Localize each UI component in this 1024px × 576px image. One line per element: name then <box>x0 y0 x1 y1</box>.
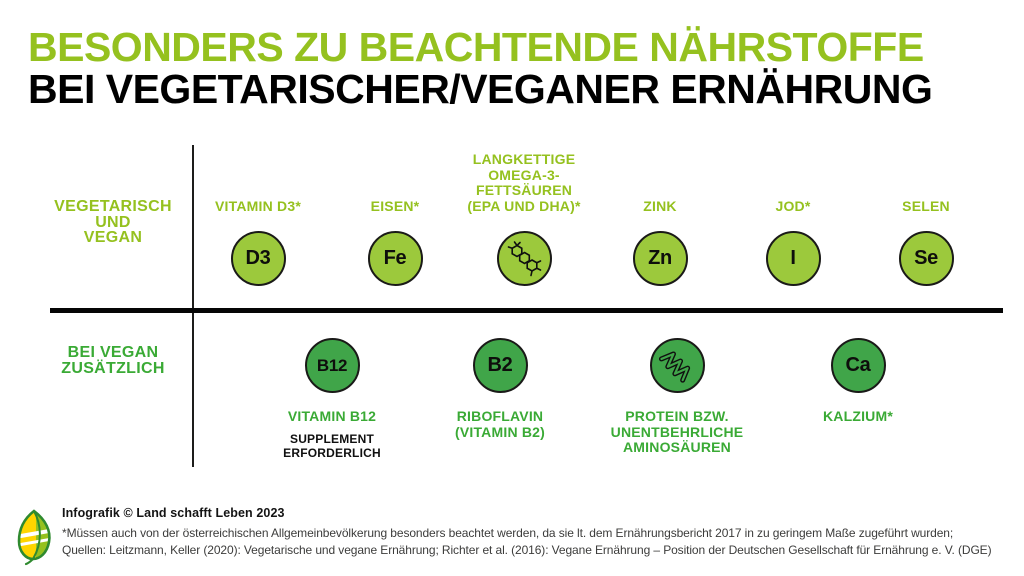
title-line-2: BEI VEGETARISCHER/VEGANER ERNÄHRUNG <box>28 66 933 112</box>
nutrient-circle-vitamin-b12: B12 <box>304 338 360 393</box>
nutrient-sublabel-vitamin-b12: SUPPLEMENT ERFORDERLICH <box>283 432 381 460</box>
vertical-divider <box>192 145 194 467</box>
nutrient-label-jod: JOD* <box>775 150 810 214</box>
credit-text: Infografik © Land schafft Leben 2023 <box>62 506 285 520</box>
nutrient-circle-riboflavin: B2 <box>472 338 528 393</box>
nutrient-label-eisen: EISEN* <box>371 150 420 214</box>
nutrient-column-kalzium: Ca KALZIUM* <box>768 338 948 425</box>
nutrient-label-line: (EPA UND DHA)* <box>467 197 581 214</box>
footnote-line-1: *Müssen auch von der österreichischen Al… <box>62 526 954 540</box>
element-symbol: Se <box>914 247 938 269</box>
element-symbol: Fe <box>383 247 407 269</box>
nutrient-label-kalzium: KALZIUM* <box>822 408 894 425</box>
nutrient-sublabel-line: ERFORDERLICH <box>283 445 381 460</box>
nutrient-label-line: JOD* <box>775 197 811 214</box>
row-label-line: VEGAN <box>83 229 143 246</box>
nutrient-column-omega-3: LANGKETTIGE OMEGA-3- FETTSÄUREN (EPA UND DH… <box>434 150 614 286</box>
nutrient-circle-zink: Zn <box>632 231 688 286</box>
element-symbol: B2 <box>487 354 513 376</box>
row-label-line: UND <box>95 213 131 231</box>
nutrient-label-zink: ZINK <box>643 150 676 214</box>
nutrient-label-line: VITAMIN B12 <box>287 408 377 424</box>
protein-helix-icon <box>658 350 691 383</box>
horizontal-divider <box>50 308 1003 313</box>
element-symbol: Ca <box>845 354 871 376</box>
nutrient-label-protein: PROTEIN BZW. UNENTBEHRLICHE AMINOSÄUREN <box>610 408 744 456</box>
footnote-text: *Müssen auch von der österreichischen Al… <box>62 525 992 558</box>
molecule-icon <box>507 240 542 276</box>
element-symbol: I <box>790 247 796 269</box>
nutrient-column-protein: PROTEIN BZW. UNENTBEHRLICHE AMINOSÄUREN <box>587 338 767 456</box>
row-label-bei-vegan-zusaetzlich: BEI VEGAN ZUSÄTZLICH <box>28 345 198 376</box>
nutrient-circle-kalzium: Ca <box>830 338 886 393</box>
row-label-line: ZUSÄTZLICH <box>61 359 165 377</box>
nutrient-column-eisen: EISEN* Fe <box>305 150 485 286</box>
nutrient-label-line: LANGKETTIGE <box>472 151 576 167</box>
nutrient-column-selen: SELEN Se <box>836 150 1016 286</box>
row-label-line: BEI VEGAN <box>67 344 159 361</box>
nutrient-label-line: FETTSÄUREN <box>475 182 573 198</box>
element-symbol: B12 <box>316 355 348 375</box>
nutrient-label-line: ZINK <box>643 197 677 214</box>
land-schafft-leben-leaf-logo-icon <box>17 509 51 566</box>
nutrient-label-omega-3: LANGKETTIGE OMEGA-3- FETTSÄUREN (EPA UND DH… <box>467 150 580 214</box>
nutrient-label-vitamin-b12: VITAMIN B12 <box>287 408 377 425</box>
nutrient-column-jod: JOD* I <box>703 150 883 286</box>
nutrient-label-selen: SELEN <box>902 150 950 214</box>
nutrient-column-vitamin-b12: B12 VITAMIN B12 SUPPLEMENT ERFORDERLICH <box>242 338 422 460</box>
nutrient-circle-selen: Se <box>898 231 954 286</box>
nutrient-label-line: SELEN <box>902 197 950 214</box>
nutrient-label-line: VITAMIN D3* <box>215 197 301 214</box>
nutrient-label-line: EISEN* <box>370 197 420 214</box>
nutrient-column-vitamin-d3: VITAMIN D3* D3 <box>168 150 348 286</box>
element-symbol: D3 <box>245 247 271 269</box>
nutrient-circle-omega-3 <box>496 231 552 286</box>
nutrient-label-line: OMEGA-3- <box>488 166 560 183</box>
footnote-line-2: Quellen: Leitzmann, Keller (2020): Veget… <box>62 542 992 557</box>
nutrient-label-line: KALZIUM* <box>822 408 894 424</box>
row-label-line: VEGETARISCH <box>54 198 172 215</box>
nutrient-circle-eisen: Fe <box>367 231 423 286</box>
nutrient-circle-vitamin-d3: D3 <box>230 231 286 286</box>
nutrient-label-vitamin-d3: VITAMIN D3* <box>215 150 301 214</box>
title-line-1: BESONDERS ZU BEACHTENDE NÄHRSTOFFE <box>28 24 924 70</box>
nutrient-circle-protein <box>649 338 705 393</box>
nutrient-label-line: (VITAMIN B2) <box>454 423 546 440</box>
nutrient-label-line: UNENTBEHRLICHE <box>610 423 744 440</box>
nutrient-column-riboflavin: B2 RIBOFLAVIN (VITAMIN B2) <box>410 338 590 440</box>
nutrient-label-riboflavin: RIBOFLAVIN (VITAMIN B2) <box>454 408 546 440</box>
nutrient-label-line: RIBOFLAVIN <box>456 408 544 424</box>
nutrient-label-line: PROTEIN BZW. <box>625 408 729 424</box>
nutrient-circle-jod: I <box>765 231 821 286</box>
row-label-vegetarisch-und-vegan: VEGETARISCH UND VEGAN <box>28 199 198 246</box>
element-symbol: Zn <box>648 247 672 269</box>
nutrient-label-line: AMINOSÄUREN <box>623 439 731 455</box>
nutrient-sublabel-line: SUPPLEMENT <box>289 431 374 446</box>
nutrient-column-zink: ZINK Zn <box>570 150 750 286</box>
